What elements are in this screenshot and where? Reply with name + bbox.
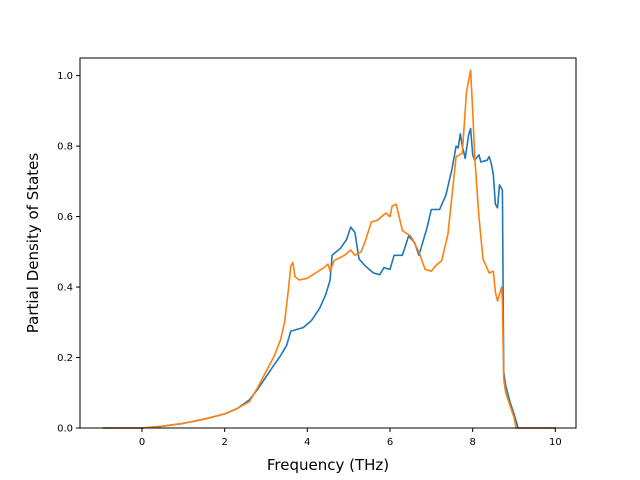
x-tick-label: 2 — [221, 437, 227, 448]
x-tick-label: 8 — [469, 437, 475, 448]
y-axis-title: Partial Density of States — [24, 153, 42, 334]
x-tick-label: 10 — [549, 437, 562, 448]
y-axis: 0.0 0.2 0.4 0.6 0.8 1.0 — [57, 71, 80, 435]
x-tick-label: 4 — [304, 437, 310, 448]
x-tick-label: 0 — [139, 437, 145, 448]
y-tick-label: 0.8 — [57, 142, 73, 153]
x-tick-label: 6 — [387, 437, 393, 448]
series-lines — [102, 69, 556, 429]
series-line-2 — [102, 69, 556, 429]
x-axis: 0 2 4 6 8 10 — [139, 428, 562, 448]
y-tick-label: 0.2 — [57, 353, 73, 364]
y-tick-label: 0.6 — [57, 212, 73, 223]
y-tick-label: 1.0 — [57, 71, 73, 82]
y-tick-label: 0.0 — [57, 424, 73, 435]
series-line-1 — [102, 127, 556, 429]
y-tick-label: 0.4 — [57, 283, 73, 294]
x-axis-title: Frequency (THz) — [267, 456, 389, 474]
plot-area-frame — [79, 57, 577, 429]
